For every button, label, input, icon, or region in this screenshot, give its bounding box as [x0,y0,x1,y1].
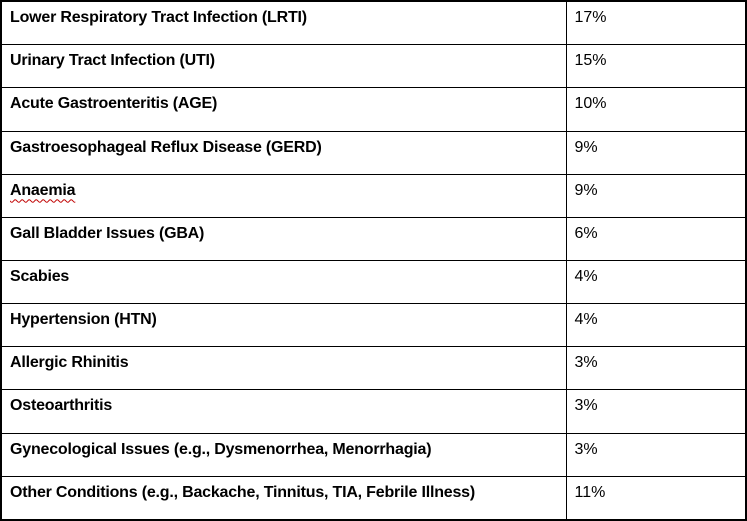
condition-text: Acute Gastroenteritis (AGE) [10,95,218,113]
table-row: Gall Bladder Issues (GBA) 6% [0,216,747,261]
condition-text: Other Conditions (e.g., Backache, Tinnit… [10,483,476,501]
percentage-cell[interactable]: 3% [565,432,747,477]
condition-cell[interactable]: Lower Respiratory Tract Infection (LRTI) [0,0,567,46]
percentage-text: 15% [574,52,607,70]
percentage-cell[interactable]: 15% [565,44,747,89]
condition-cell[interactable]: Allergic Rhinitis [0,346,567,391]
condition-cell[interactable]: Gall Bladder Issues (GBA) [0,216,567,261]
table-row: Anaemia 9% [0,173,747,218]
condition-cell[interactable]: Osteoarthritis [0,389,567,434]
condition-cell[interactable]: Scabies [0,259,567,305]
condition-cell[interactable]: Gynecological Issues (e.g., Dysmenorrhea… [0,432,567,477]
percentage-text: 9% [574,181,598,199]
condition-cell[interactable]: Urinary Tract Infection (UTI) [0,44,567,89]
percentage-text: 4% [574,311,598,329]
percentage-cell[interactable]: 9% [565,130,747,175]
percentage-cell[interactable]: 4% [565,259,747,305]
condition-text: Urinary Tract Infection (UTI) [10,52,215,70]
condition-text: Allergic Rhinitis [10,354,129,372]
condition-text: Hypertension (HTN) [10,311,157,329]
percentage-cell[interactable]: 3% [565,346,747,391]
condition-cell[interactable]: Hypertension (HTN) [0,303,567,348]
percentage-cell[interactable]: 10% [565,87,747,132]
condition-cell[interactable]: Other Conditions (e.g., Backache, Tinnit… [0,475,567,521]
table-row: Scabies 4% [0,259,747,305]
percentage-cell[interactable]: 6% [565,216,747,261]
percentage-text: 4% [574,267,598,285]
percentage-text: 6% [574,224,598,242]
condition-cell[interactable]: Anaemia [0,173,567,218]
condition-text: Gynecological Issues (e.g., Dysmenorrhea… [10,440,432,458]
table-row: Allergic Rhinitis 3% [0,346,747,391]
condition-text: Lower Respiratory Tract Infection (LRTI) [10,9,307,26]
percentage-cell[interactable]: 17% [565,0,747,46]
table-row: Lower Respiratory Tract Infection (LRTI)… [0,0,747,46]
condition-text: Scabies [10,267,70,285]
table-row: Gynecological Issues (e.g., Dysmenorrhea… [0,432,747,477]
table-row: Osteoarthritis 3% [0,389,747,434]
condition-text: Gastroesophageal Reflux Disease (GERD) [10,138,322,156]
percentage-text: 3% [574,440,598,458]
misspelled-word: Anaemia [10,181,76,199]
condition-text: Osteoarthritis [10,397,113,415]
table-row: Hypertension (HTN) 4% [0,303,747,348]
percentage-cell[interactable]: 3% [565,389,747,434]
condition-text: Gall Bladder Issues (GBA) [10,224,205,242]
percentage-text: 10% [574,95,607,113]
condition-cell[interactable]: Acute Gastroenteritis (AGE) [0,87,567,132]
percentage-cell[interactable]: 9% [565,173,747,218]
percentage-cell[interactable]: 4% [565,303,747,348]
percentage-text: 9% [574,138,598,156]
percentage-text: 17% [574,9,607,26]
percentage-text: 11% [574,483,606,501]
table-row: Gastroesophageal Reflux Disease (GERD) 9… [0,130,747,175]
table-row: Urinary Tract Infection (UTI) 15% [0,44,747,89]
percentage-text: 3% [574,397,598,415]
condition-cell[interactable]: Gastroesophageal Reflux Disease (GERD) [0,130,567,175]
table-row: Acute Gastroenteritis (AGE) 10% [0,87,747,132]
percentage-cell[interactable]: 11% [565,475,747,521]
percentage-text: 3% [574,354,598,372]
table-row: Other Conditions (e.g., Backache, Tinnit… [0,475,747,521]
